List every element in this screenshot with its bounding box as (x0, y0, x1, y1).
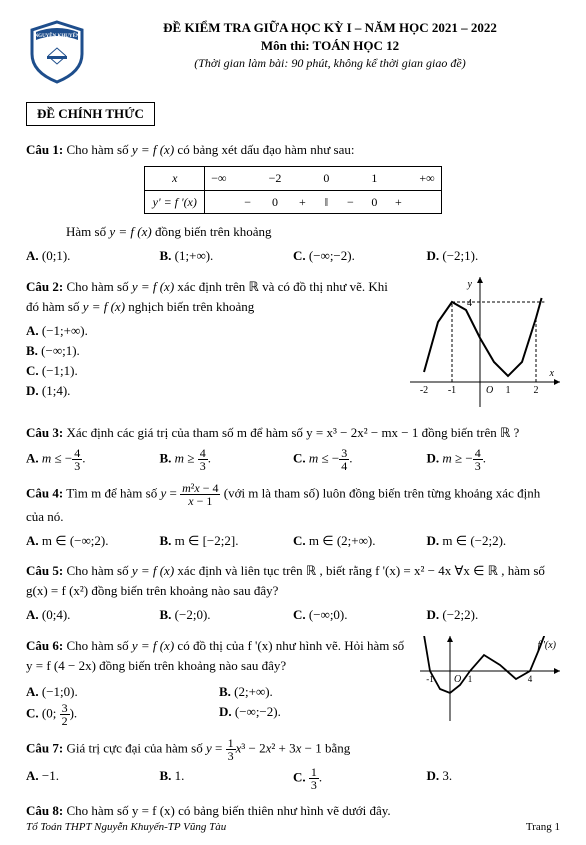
q2-fx2: y = f (x) (83, 299, 125, 314)
svg-text:1: 1 (468, 674, 473, 684)
q2-opt-d: (1;4). (42, 383, 71, 398)
svg-text:4: 4 (528, 674, 533, 684)
question-8: Câu 8: Cho hàm số y = f (x) có bảng biến… (26, 801, 560, 821)
q2-text-c: nghịch biến trên khoảng (125, 299, 254, 314)
q5-opt-a: (0;4). (42, 607, 71, 622)
footer-left: Tổ Toán THPT Nguyễn Khuyến-TP Vũng Tàu (26, 821, 226, 833)
q6-text-a: Cho hàm số (63, 638, 132, 653)
q5-text-a: Cho hàm số (63, 563, 132, 578)
question-7: Câu 7: Giá trị cực đại của hàm số y = 13… (26, 737, 560, 791)
svg-text:y: y (467, 279, 473, 290)
q8-label: Câu 8: (26, 803, 63, 818)
svg-text:-2: -2 (420, 385, 428, 396)
footer-right: Trang 1 (526, 821, 560, 833)
q4-text-a: Tìm m để hàm số (63, 485, 160, 500)
q1-fx: y = f (x) (132, 142, 174, 157)
q1-opt-b: (1;+∞). (175, 248, 214, 263)
question-6: Câu 6: Cho hàm số y = f (x) có đồ thị củ… (26, 636, 560, 727)
q3-text: Xác định các giá trị của tham số m để hà… (63, 425, 519, 440)
official-label: ĐỀ CHÍNH THỨC (26, 102, 155, 126)
q5-opt-d: (−2;2). (442, 607, 478, 622)
q8-text: Cho hàm số y = f (x) có bảng biến thiên … (63, 803, 390, 818)
svg-text:-1: -1 (448, 385, 456, 396)
page-footer: Tổ Toán THPT Nguyễn Khuyến-TP Vũng Tàu T… (26, 821, 560, 833)
page-header: NGUYỄN KHUYẾN ĐỀ KIỂM TRA GIỮA HỌC KỲ I … (26, 20, 560, 88)
sign-table: x −∞ −2 0 1 +∞ y' = f '(x) − 0 + ‖ − 0 + (144, 166, 441, 214)
header-text-block: ĐỀ KIỂM TRA GIỮA HỌC KỲ I – NĂM HỌC 2021… (100, 20, 560, 71)
q5-opt-b: (−2;0). (175, 607, 211, 622)
q1-opt-a: (0;1). (42, 248, 71, 263)
exam-subject: Môn thi: TOÁN HỌC 12 (100, 38, 560, 54)
svg-text:x: x (549, 368, 555, 379)
q4-opt-b: m ∈ [−2;2]. (175, 533, 239, 548)
sign-row2-label: y' = f '(x) (145, 190, 205, 214)
q6-opt-d: (−∞;−2). (235, 704, 281, 719)
q6-opt-b: (2;+∞). (234, 684, 273, 699)
q2-fx: y = f (x) (132, 279, 174, 294)
q4-opt-a: m ∈ (−∞;2). (42, 533, 109, 548)
q3-label: Câu 3: (26, 425, 63, 440)
q6-opt-a: (−1;0). (42, 684, 78, 699)
question-4: Câu 4: Tìm m để hàm số y = m²x − 4x − 1 … (26, 482, 560, 551)
q1-text-a: Cho hàm số (63, 142, 132, 157)
svg-text:2: 2 (534, 385, 539, 396)
q2-text-a: Cho hàm số (63, 279, 132, 294)
svg-text:4: 4 (467, 298, 472, 309)
q5-label: Câu 5: (26, 563, 63, 578)
q7-label: Câu 7: (26, 741, 63, 756)
q4-label: Câu 4: (26, 485, 63, 500)
exam-title: ĐỀ KIỂM TRA GIỮA HỌC KỲ I – NĂM HỌC 2021… (100, 20, 560, 36)
q4-opt-c: m ∈ (2;+∞). (309, 533, 376, 548)
q1-sub2: đồng biến trên khoảng (152, 224, 272, 239)
question-5: Câu 5: Cho hàm số y = f (x) xác định và … (26, 561, 560, 625)
sign-row1-label: x (145, 167, 205, 191)
q4-opt-d: m ∈ (−2;2). (442, 533, 506, 548)
q2-graph: -2 -1 1 2 O 4 y x (410, 277, 560, 413)
q5-fx: y = f (x) (132, 563, 174, 578)
q2-opt-b: (−∞;1). (41, 343, 80, 358)
q2-opt-c: (−1;1). (42, 363, 78, 378)
q2-label: Câu 2: (26, 279, 63, 294)
q1-text-b: có bảng xét dấu đạo hàm như sau: (174, 142, 354, 157)
svg-text:1: 1 (506, 385, 511, 396)
exam-time: (Thời gian làm bài: 90 phút, không kể th… (100, 56, 560, 71)
q1-opt-c: (−∞;−2). (309, 248, 355, 263)
question-2: Câu 2: Cho hàm số y = f (x) xác định trê… (26, 277, 560, 413)
school-logo: NGUYỄN KHUYẾN (26, 20, 88, 88)
q6-label: Câu 6: (26, 638, 63, 653)
q5-opt-c: (−∞;0). (309, 607, 348, 622)
q1-sub: Hàm số (66, 224, 109, 239)
q2-opt-a: (−1;+∞). (42, 323, 88, 338)
q6-graph: -114Of '(x) (420, 636, 560, 727)
q6-fx: y = f (x) (132, 638, 174, 653)
svg-text:NGUYỄN KHUYẾN: NGUYỄN KHUYẾN (35, 33, 80, 39)
q1-label: Câu 1: (26, 142, 63, 157)
q1-opt-d: (−2;1). (442, 248, 478, 263)
svg-text:O: O (486, 385, 493, 396)
q1-fx2: y = f (x) (109, 224, 151, 239)
question-3: Câu 3: Xác định các giá trị của tham số … (26, 423, 560, 472)
question-1: Câu 1: Cho hàm số y = f (x) có bảng xét … (26, 140, 560, 267)
